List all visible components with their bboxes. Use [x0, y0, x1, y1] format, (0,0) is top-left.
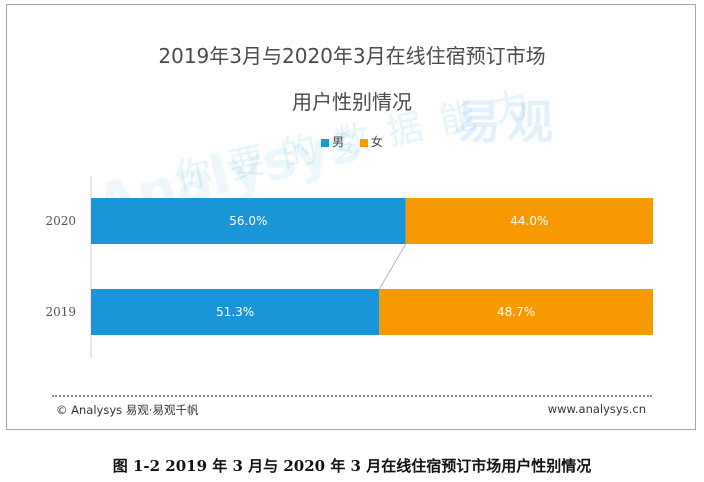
legend-item-female: 女	[359, 133, 383, 150]
category-label-2020: 2020	[45, 214, 76, 228]
category-label-2019: 2019	[45, 305, 76, 319]
bar-2019-male	[91, 289, 380, 335]
footer-website: www.analysys.cn	[547, 402, 646, 416]
series-connector-line	[378, 243, 407, 290]
figure-caption: 图 1-2 2019 年 3 月与 2020 年 3 月在线住宿预订市场用户性别…	[112, 457, 592, 475]
legend-label-female: 女	[370, 135, 383, 149]
chart-legend: 男 女	[0, 133, 704, 150]
legend-label-male: 男	[332, 135, 345, 149]
footer-divider	[52, 395, 652, 397]
data-label-2019-male: 51.3%	[216, 305, 254, 319]
legend-swatch-female	[359, 138, 368, 147]
chart-title-line2: 用户性别情况	[292, 90, 412, 114]
data-label-2020-male: 56.0%	[229, 214, 267, 228]
bar-2019-female	[379, 289, 653, 335]
data-label-2019-female: 48.7%	[497, 305, 535, 319]
bar-2020-male	[91, 198, 406, 244]
legend-item-male: 男	[321, 133, 344, 150]
chart-title-line1: 2019年3月与2020年3月在线住宿预订市场	[158, 44, 546, 68]
data-label-2020-female: 44.0%	[510, 214, 548, 228]
footer-copyright: © Analysys 易观·易观千帆	[56, 403, 199, 417]
legend-swatch-male	[321, 138, 330, 147]
bar-2020-female	[405, 198, 653, 244]
